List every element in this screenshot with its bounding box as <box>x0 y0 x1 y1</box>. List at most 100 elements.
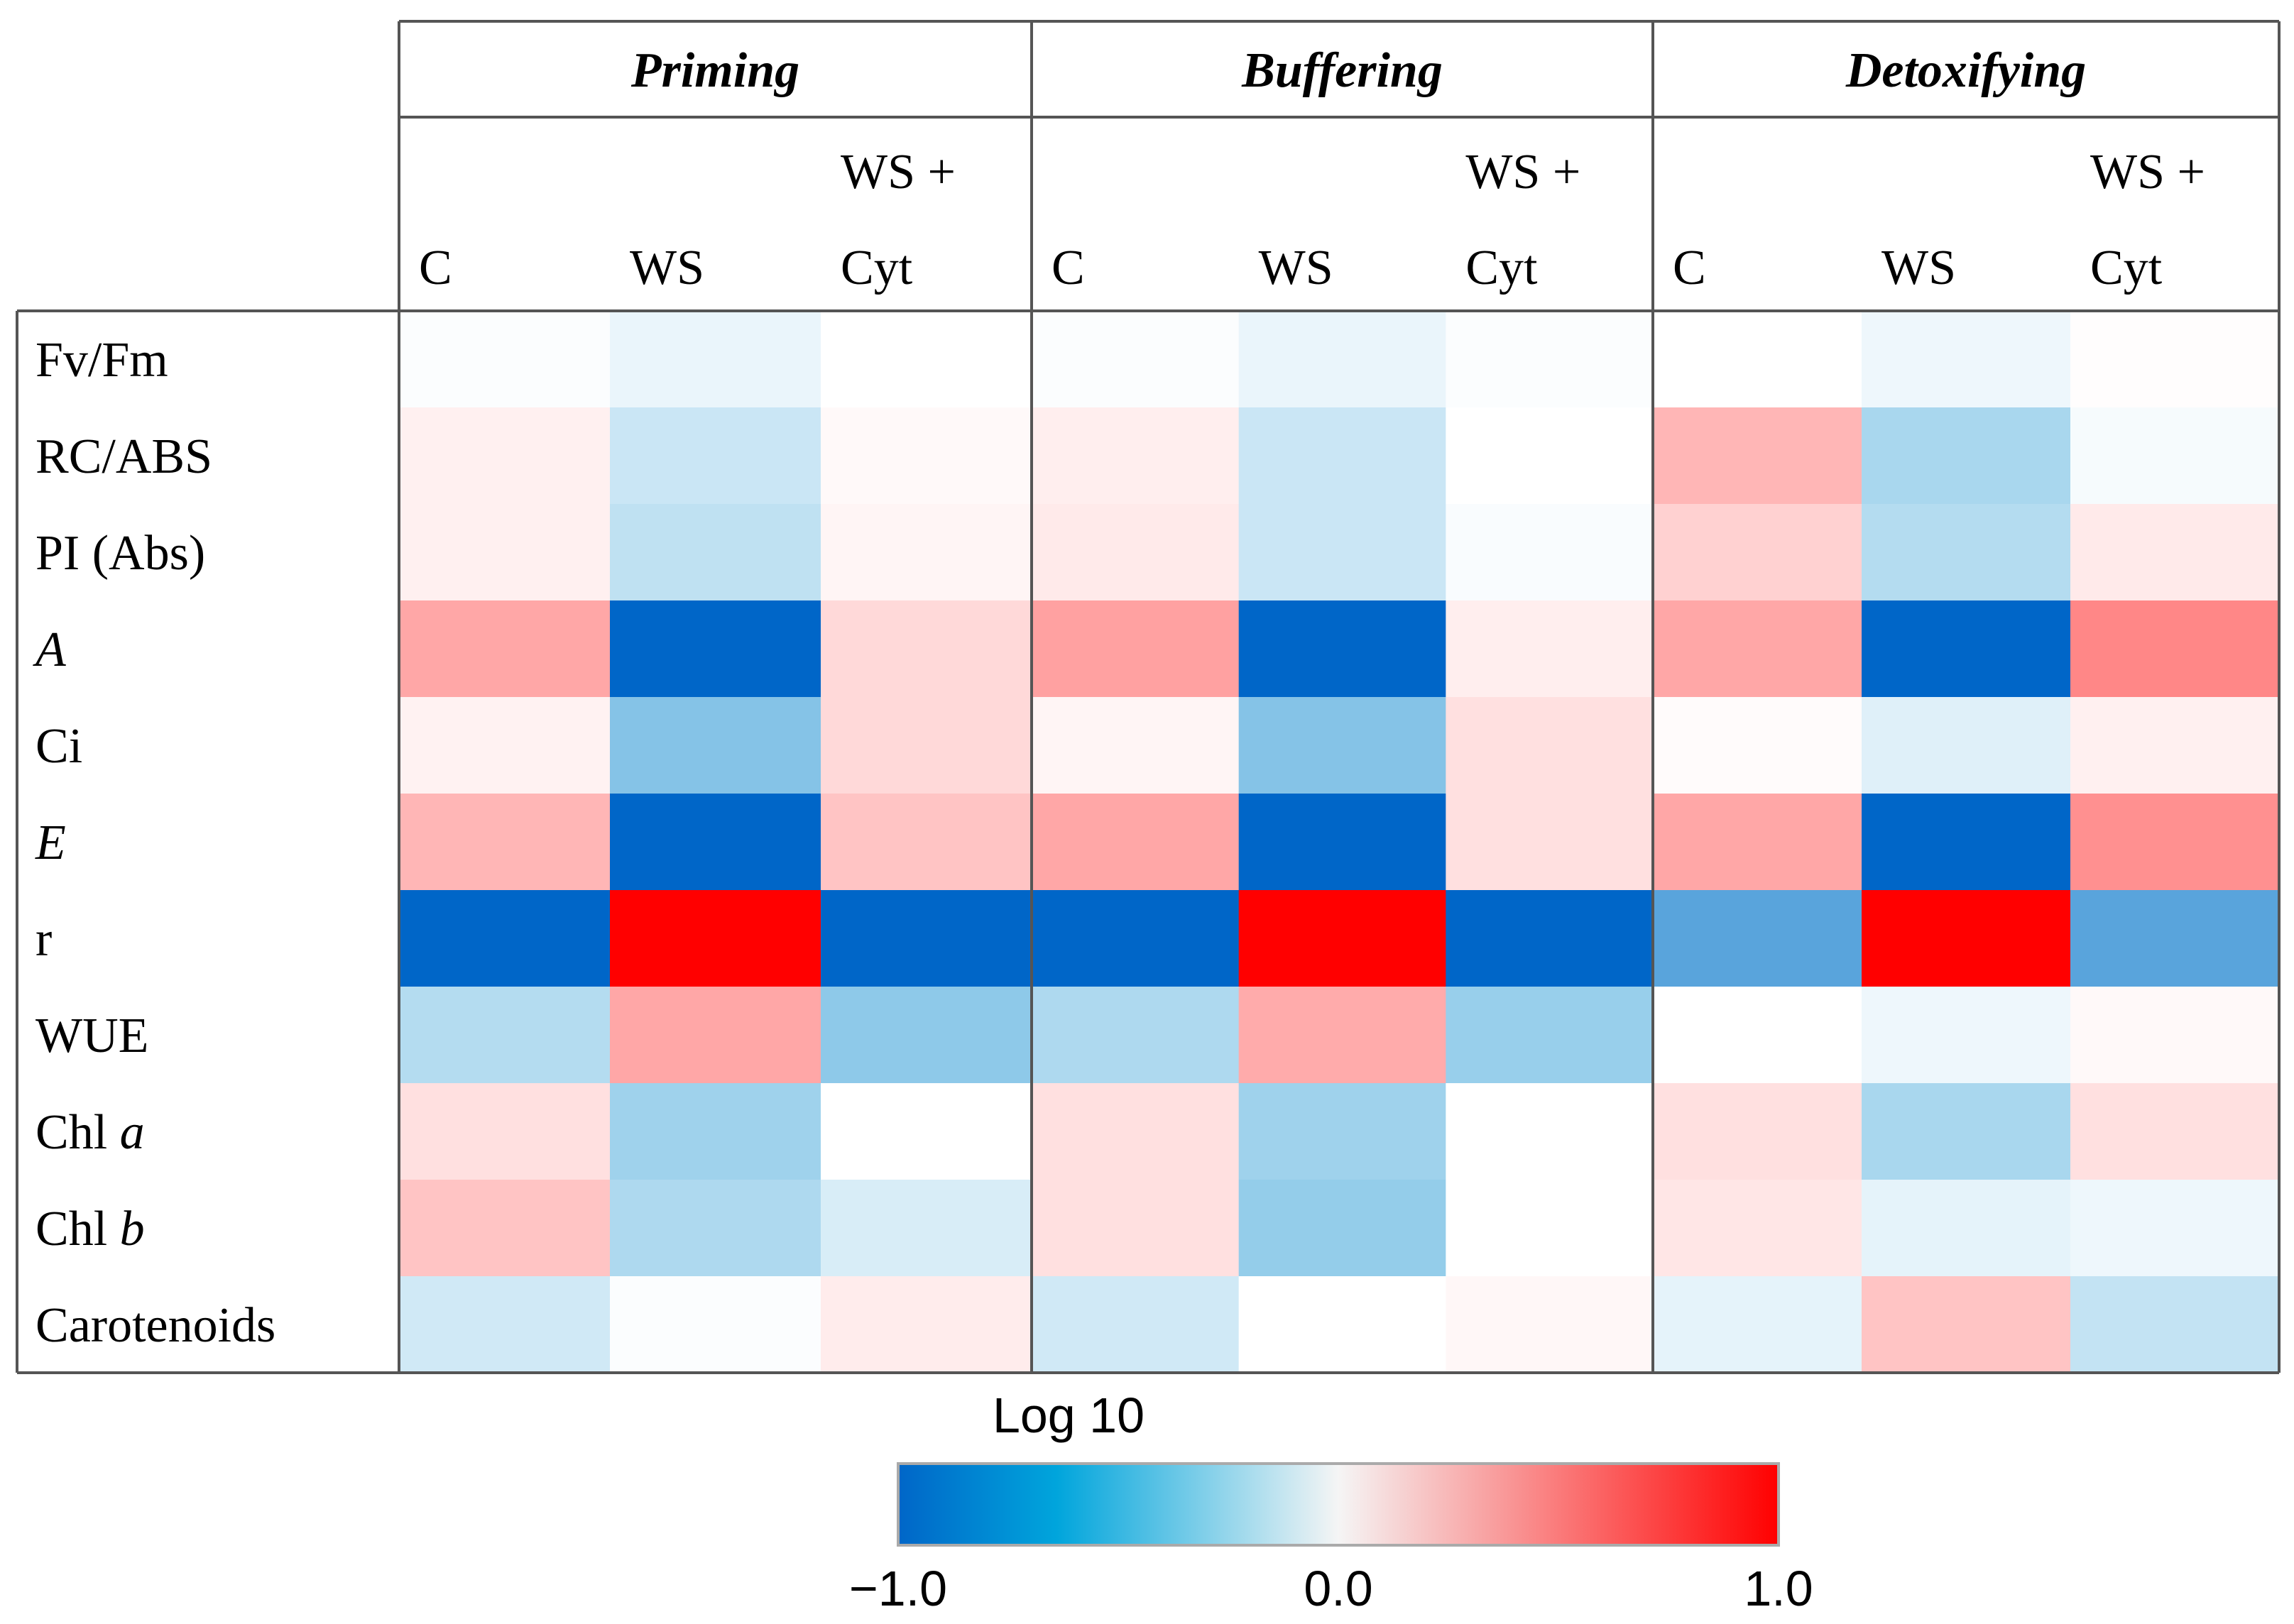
heatmap-cell <box>821 407 1032 505</box>
heatmap-cell <box>1446 987 1654 1084</box>
row-label-text: RC/ABS <box>35 429 212 484</box>
heatmap-cell <box>399 600 611 698</box>
column-header-line2: Cyt <box>1465 241 1538 295</box>
row-label-italic: b <box>120 1202 145 1256</box>
heatmap-cell <box>399 1083 611 1180</box>
heatmap-cell <box>1862 1180 2071 1277</box>
column-header-line1: WS + <box>2090 145 2205 199</box>
column-header-line2: C <box>1673 241 1706 295</box>
heatmap-cell <box>1032 1276 1240 1373</box>
heatmap-cell <box>1446 407 1654 505</box>
heatmap-cell <box>1862 890 2071 987</box>
heatmap-cell <box>1238 794 1446 891</box>
heatmap-cell <box>1862 600 2071 698</box>
column-header-line2: Cyt <box>841 241 913 295</box>
group-header-priming: Priming <box>630 43 799 98</box>
heatmap-cell <box>1862 1083 2071 1180</box>
heatmap-cell <box>399 407 611 505</box>
heatmap-cell <box>2070 504 2280 601</box>
heatmap-cell <box>821 1180 1032 1277</box>
row-label: r <box>35 912 52 967</box>
row-label: Chl a <box>35 1105 145 1160</box>
row-label-text: Chl <box>35 1105 120 1160</box>
heatmap-cell <box>1446 697 1654 794</box>
heatmap-cell <box>1238 1276 1446 1373</box>
group-header-buffering: Buffering <box>1241 43 1443 98</box>
heatmap-cell <box>399 504 611 601</box>
heatmap-cell <box>2070 600 2280 698</box>
heatmap-cell <box>1032 1083 1240 1180</box>
heatmap-cell <box>1862 504 2071 601</box>
heatmap-cell <box>1862 987 2071 1084</box>
row-label: WUE <box>35 1009 148 1063</box>
heatmap-cell <box>2070 407 2280 505</box>
heatmap-cell <box>610 600 821 698</box>
column-header-line2: C <box>1052 241 1085 295</box>
heatmap-cell <box>1446 504 1654 601</box>
colorbar <box>897 1462 1780 1547</box>
heatmap-cell <box>399 1276 611 1373</box>
heatmap-cell <box>399 1180 611 1277</box>
heatmap-cell <box>1446 600 1654 698</box>
heatmap-cell <box>821 987 1032 1084</box>
heatmap-cell <box>2070 1180 2280 1277</box>
row-label-text: Ci <box>35 719 82 774</box>
heatmap-cell <box>1446 1180 1654 1277</box>
heatmap-cell <box>610 1276 821 1373</box>
heatmap-cell <box>610 1180 821 1277</box>
heatmap-cell <box>2070 987 2280 1084</box>
row-label: Chl b <box>35 1202 145 1256</box>
heatmap-cell <box>821 504 1032 601</box>
heatmap-cell <box>1653 987 1862 1084</box>
row-label-text: Fv/Fm <box>35 333 168 388</box>
row-label: A <box>33 622 66 677</box>
heatmap-cell <box>1653 407 1862 505</box>
heatmap-cell <box>1446 794 1654 891</box>
row-label-italic: a <box>120 1105 145 1160</box>
heatmap-cell <box>399 311 611 408</box>
column-header-line1: WS + <box>1465 145 1580 199</box>
heatmap-cell <box>1238 1083 1446 1180</box>
row-label-text: Chl <box>35 1202 120 1256</box>
heatmap-cell <box>610 311 821 408</box>
row-label-italic: E <box>35 816 66 870</box>
row-label-text: PI (Abs) <box>35 526 205 581</box>
row-label-text: WUE <box>35 1009 148 1063</box>
colorbar-tick-label: 1.0 <box>1744 1561 1813 1616</box>
column-header-line2: WS <box>1881 241 1956 295</box>
heatmap-cell <box>2070 1083 2280 1180</box>
heatmap-cell <box>1238 311 1446 408</box>
column-header-line2: WS <box>1259 241 1333 295</box>
heatmap-cell <box>399 890 611 987</box>
heatmap-cell <box>1446 311 1654 408</box>
heatmap-cell <box>1653 1180 1862 1277</box>
heatmap-cell <box>1032 697 1240 794</box>
heatmap-cell <box>610 504 821 601</box>
heatmap-cell <box>1032 600 1240 698</box>
heatmap-cell <box>1238 504 1446 601</box>
heatmap-cell <box>1653 1276 1862 1373</box>
column-header-line2: WS <box>630 241 704 295</box>
heatmap-cell <box>821 1083 1032 1180</box>
heatmap-cell <box>399 794 611 891</box>
heatmap-cell <box>1862 1276 2071 1373</box>
heatmap-cell <box>610 1083 821 1180</box>
heatmap-cell <box>610 407 821 505</box>
heatmap-cell <box>1862 311 2071 408</box>
heatmap-cell <box>1032 794 1240 891</box>
heatmap-cell <box>821 890 1032 987</box>
colorbar-tick-label: 0.0 <box>1304 1561 1372 1616</box>
heatmap-cell <box>1653 1083 1862 1180</box>
heatmap-cell <box>2070 311 2280 408</box>
heatmap-cell <box>1653 890 1862 987</box>
heatmap-cell <box>1653 794 1862 891</box>
heatmap-cell <box>1238 890 1446 987</box>
row-label: Fv/Fm <box>35 333 168 388</box>
heatmap-cell <box>399 697 611 794</box>
row-label: RC/ABS <box>35 429 212 484</box>
heatmap-cell <box>610 890 821 987</box>
heatmap-cell <box>821 311 1032 408</box>
heatmap-cell <box>1032 890 1240 987</box>
heatmap-cell <box>1238 697 1446 794</box>
